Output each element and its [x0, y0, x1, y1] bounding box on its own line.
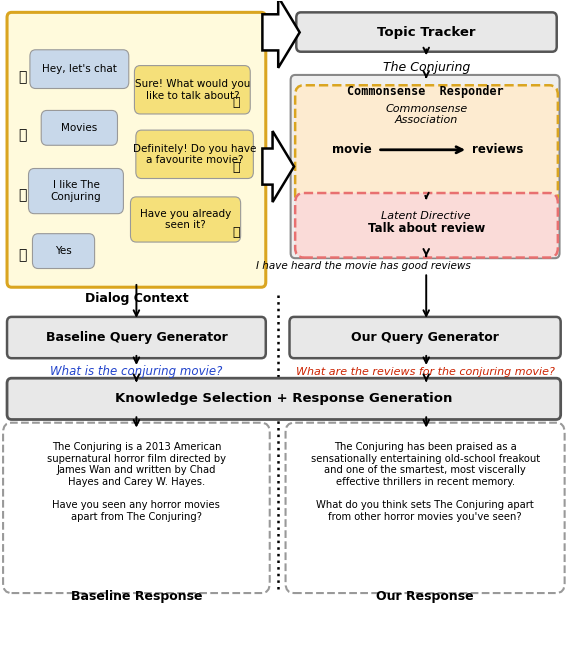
FancyBboxPatch shape	[7, 12, 266, 287]
Text: Hey, let's chat: Hey, let's chat	[42, 64, 117, 74]
Text: Commonsense  Responder: Commonsense Responder	[347, 86, 503, 98]
FancyBboxPatch shape	[291, 75, 559, 258]
Text: Our Response: Our Response	[376, 590, 474, 603]
Text: Movies: Movies	[61, 123, 98, 133]
FancyBboxPatch shape	[136, 130, 253, 178]
Text: 🤖: 🤖	[232, 161, 239, 174]
Text: Baseline Query Generator: Baseline Query Generator	[46, 331, 227, 344]
FancyBboxPatch shape	[296, 12, 557, 52]
Text: The Conjuring has been praised as a
sensationally entertaining old-school freako: The Conjuring has been praised as a sens…	[311, 442, 540, 522]
FancyBboxPatch shape	[290, 317, 561, 358]
Text: movie: movie	[332, 143, 371, 156]
Text: Talk about review: Talk about review	[367, 222, 485, 235]
FancyBboxPatch shape	[295, 86, 558, 205]
Text: The Conjuring is a 2013 American
supernatural horror film directed by
James Wan : The Conjuring is a 2013 American superna…	[47, 442, 226, 522]
FancyBboxPatch shape	[33, 234, 95, 268]
Text: I have heard the movie has good reviews: I have heard the movie has good reviews	[256, 261, 470, 271]
FancyBboxPatch shape	[7, 378, 561, 419]
Text: Definitely! Do you have
a favourite movie?: Definitely! Do you have a favourite movi…	[133, 143, 256, 165]
Text: 🧑: 🧑	[19, 248, 27, 262]
Text: Latent Directive: Latent Directive	[381, 211, 471, 221]
Text: What are the reviews for the conjuring movie?: What are the reviews for the conjuring m…	[296, 367, 555, 376]
Text: What is the conjuring movie?: What is the conjuring movie?	[50, 365, 223, 378]
FancyBboxPatch shape	[286, 422, 565, 593]
Text: Dialog Context: Dialog Context	[85, 292, 188, 305]
FancyBboxPatch shape	[130, 197, 241, 242]
Text: Topic Tracker: Topic Tracker	[377, 25, 476, 38]
FancyBboxPatch shape	[134, 65, 250, 114]
Text: 🤖: 🤖	[232, 226, 239, 239]
Text: Association: Association	[395, 115, 458, 125]
FancyBboxPatch shape	[41, 110, 117, 145]
Text: 🧑: 🧑	[19, 70, 27, 84]
Polygon shape	[262, 0, 300, 68]
Text: 🤖: 🤖	[232, 96, 239, 110]
Text: Yes: Yes	[55, 246, 72, 256]
Text: Have you already
seen it?: Have you already seen it?	[140, 209, 231, 230]
FancyBboxPatch shape	[295, 193, 558, 257]
Text: Commonsense: Commonsense	[385, 104, 467, 114]
FancyBboxPatch shape	[30, 50, 129, 89]
Text: I like The
Conjuring: I like The Conjuring	[51, 180, 101, 202]
FancyBboxPatch shape	[3, 422, 270, 593]
Text: reviews: reviews	[472, 143, 523, 156]
FancyBboxPatch shape	[29, 168, 123, 214]
Text: 🧑: 🧑	[19, 188, 27, 202]
Text: Baseline Response: Baseline Response	[71, 590, 202, 603]
Polygon shape	[262, 131, 294, 202]
Text: The Conjuring: The Conjuring	[383, 61, 470, 74]
Text: Sure! What would you
like to talk about?: Sure! What would you like to talk about?	[135, 79, 250, 100]
FancyBboxPatch shape	[7, 317, 266, 358]
Text: Our Query Generator: Our Query Generator	[351, 331, 499, 344]
Text: 🧑: 🧑	[19, 128, 27, 142]
Text: Knowledge Selection + Response Generation: Knowledge Selection + Response Generatio…	[115, 392, 453, 406]
